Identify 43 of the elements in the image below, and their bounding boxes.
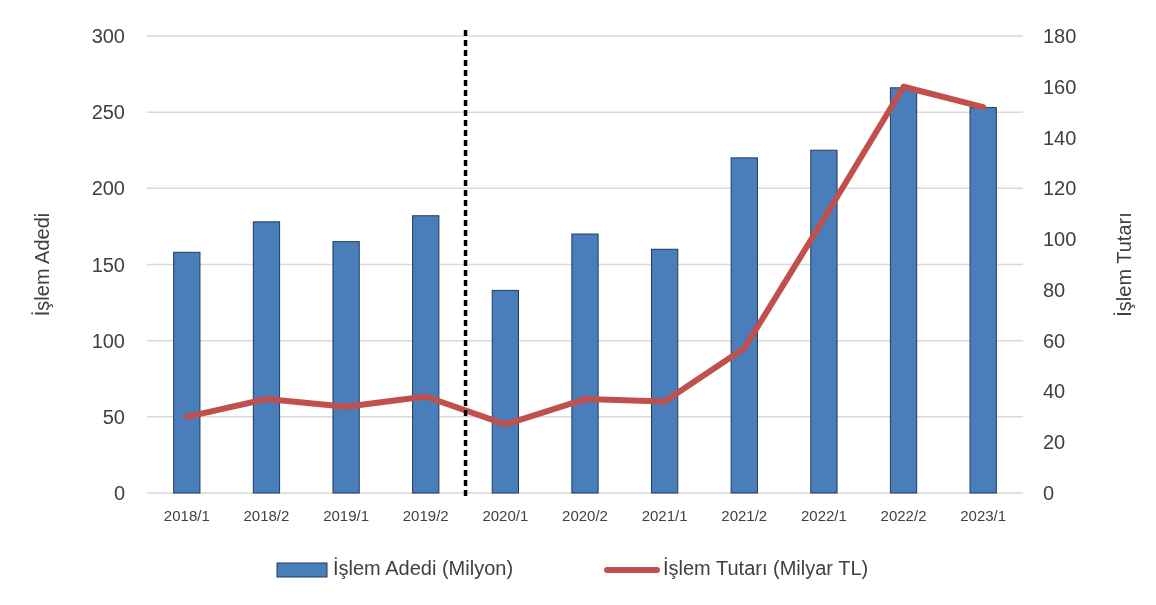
x-tick-label: 2018/1	[163, 507, 210, 524]
bar	[332, 241, 360, 494]
y2-tick-label: 140	[1043, 126, 1077, 149]
bar	[969, 107, 997, 494]
y-tick-label: 150	[91, 253, 125, 276]
bar	[252, 221, 281, 494]
y-axis-title: İşlem Adedi	[31, 212, 53, 317]
bar	[810, 149, 838, 494]
x-tick-label: 2020/1	[482, 507, 529, 524]
y-tick-label: 50	[102, 405, 125, 428]
legend-label: İşlem Adedi (Milyon)	[333, 557, 514, 579]
y-tick-label: 0	[113, 482, 125, 504]
y-tick-label: 100	[91, 329, 125, 352]
x-tick-label: 2021/1	[641, 507, 688, 524]
bar	[730, 157, 758, 494]
y-tick-label: 200	[91, 177, 125, 200]
y2-tick-label: 20	[1043, 431, 1066, 454]
y2-tick-label: 120	[1043, 177, 1077, 200]
y-tick-label: 250	[91, 101, 125, 124]
legend-label: İşlem Tutarı (Milyar TL)	[663, 557, 869, 579]
bar	[173, 251, 201, 494]
bar	[571, 233, 599, 494]
x-tick-label: 2020/2	[562, 507, 608, 524]
y2-tick-label: 180	[1043, 25, 1077, 47]
x-tick-label: 2019/2	[402, 507, 449, 524]
x-tick-label: 2021/2	[721, 507, 768, 524]
y2-tick-label: 80	[1043, 278, 1066, 301]
y2-tick-label: 40	[1043, 380, 1066, 403]
y-tick-label: 300	[91, 25, 125, 47]
bar	[491, 289, 519, 494]
x-tick-label: 2018/2	[243, 507, 290, 524]
y2-tick-label: 60	[1043, 329, 1066, 352]
bar	[412, 215, 440, 494]
y2-tick-label: 160	[1043, 75, 1077, 98]
bar	[889, 87, 918, 494]
y2-tick-label: 0	[1043, 482, 1055, 504]
y2-axis-title: İşlem Tutarı	[1113, 212, 1135, 317]
x-tick-label: 2019/1	[323, 507, 370, 524]
x-tick-label: 2023/1	[960, 507, 1007, 524]
x-tick-label: 2022/1	[800, 507, 847, 524]
x-tick-label: 2022/2	[880, 507, 927, 524]
bar	[651, 248, 679, 494]
y2-tick-label: 100	[1043, 228, 1077, 251]
